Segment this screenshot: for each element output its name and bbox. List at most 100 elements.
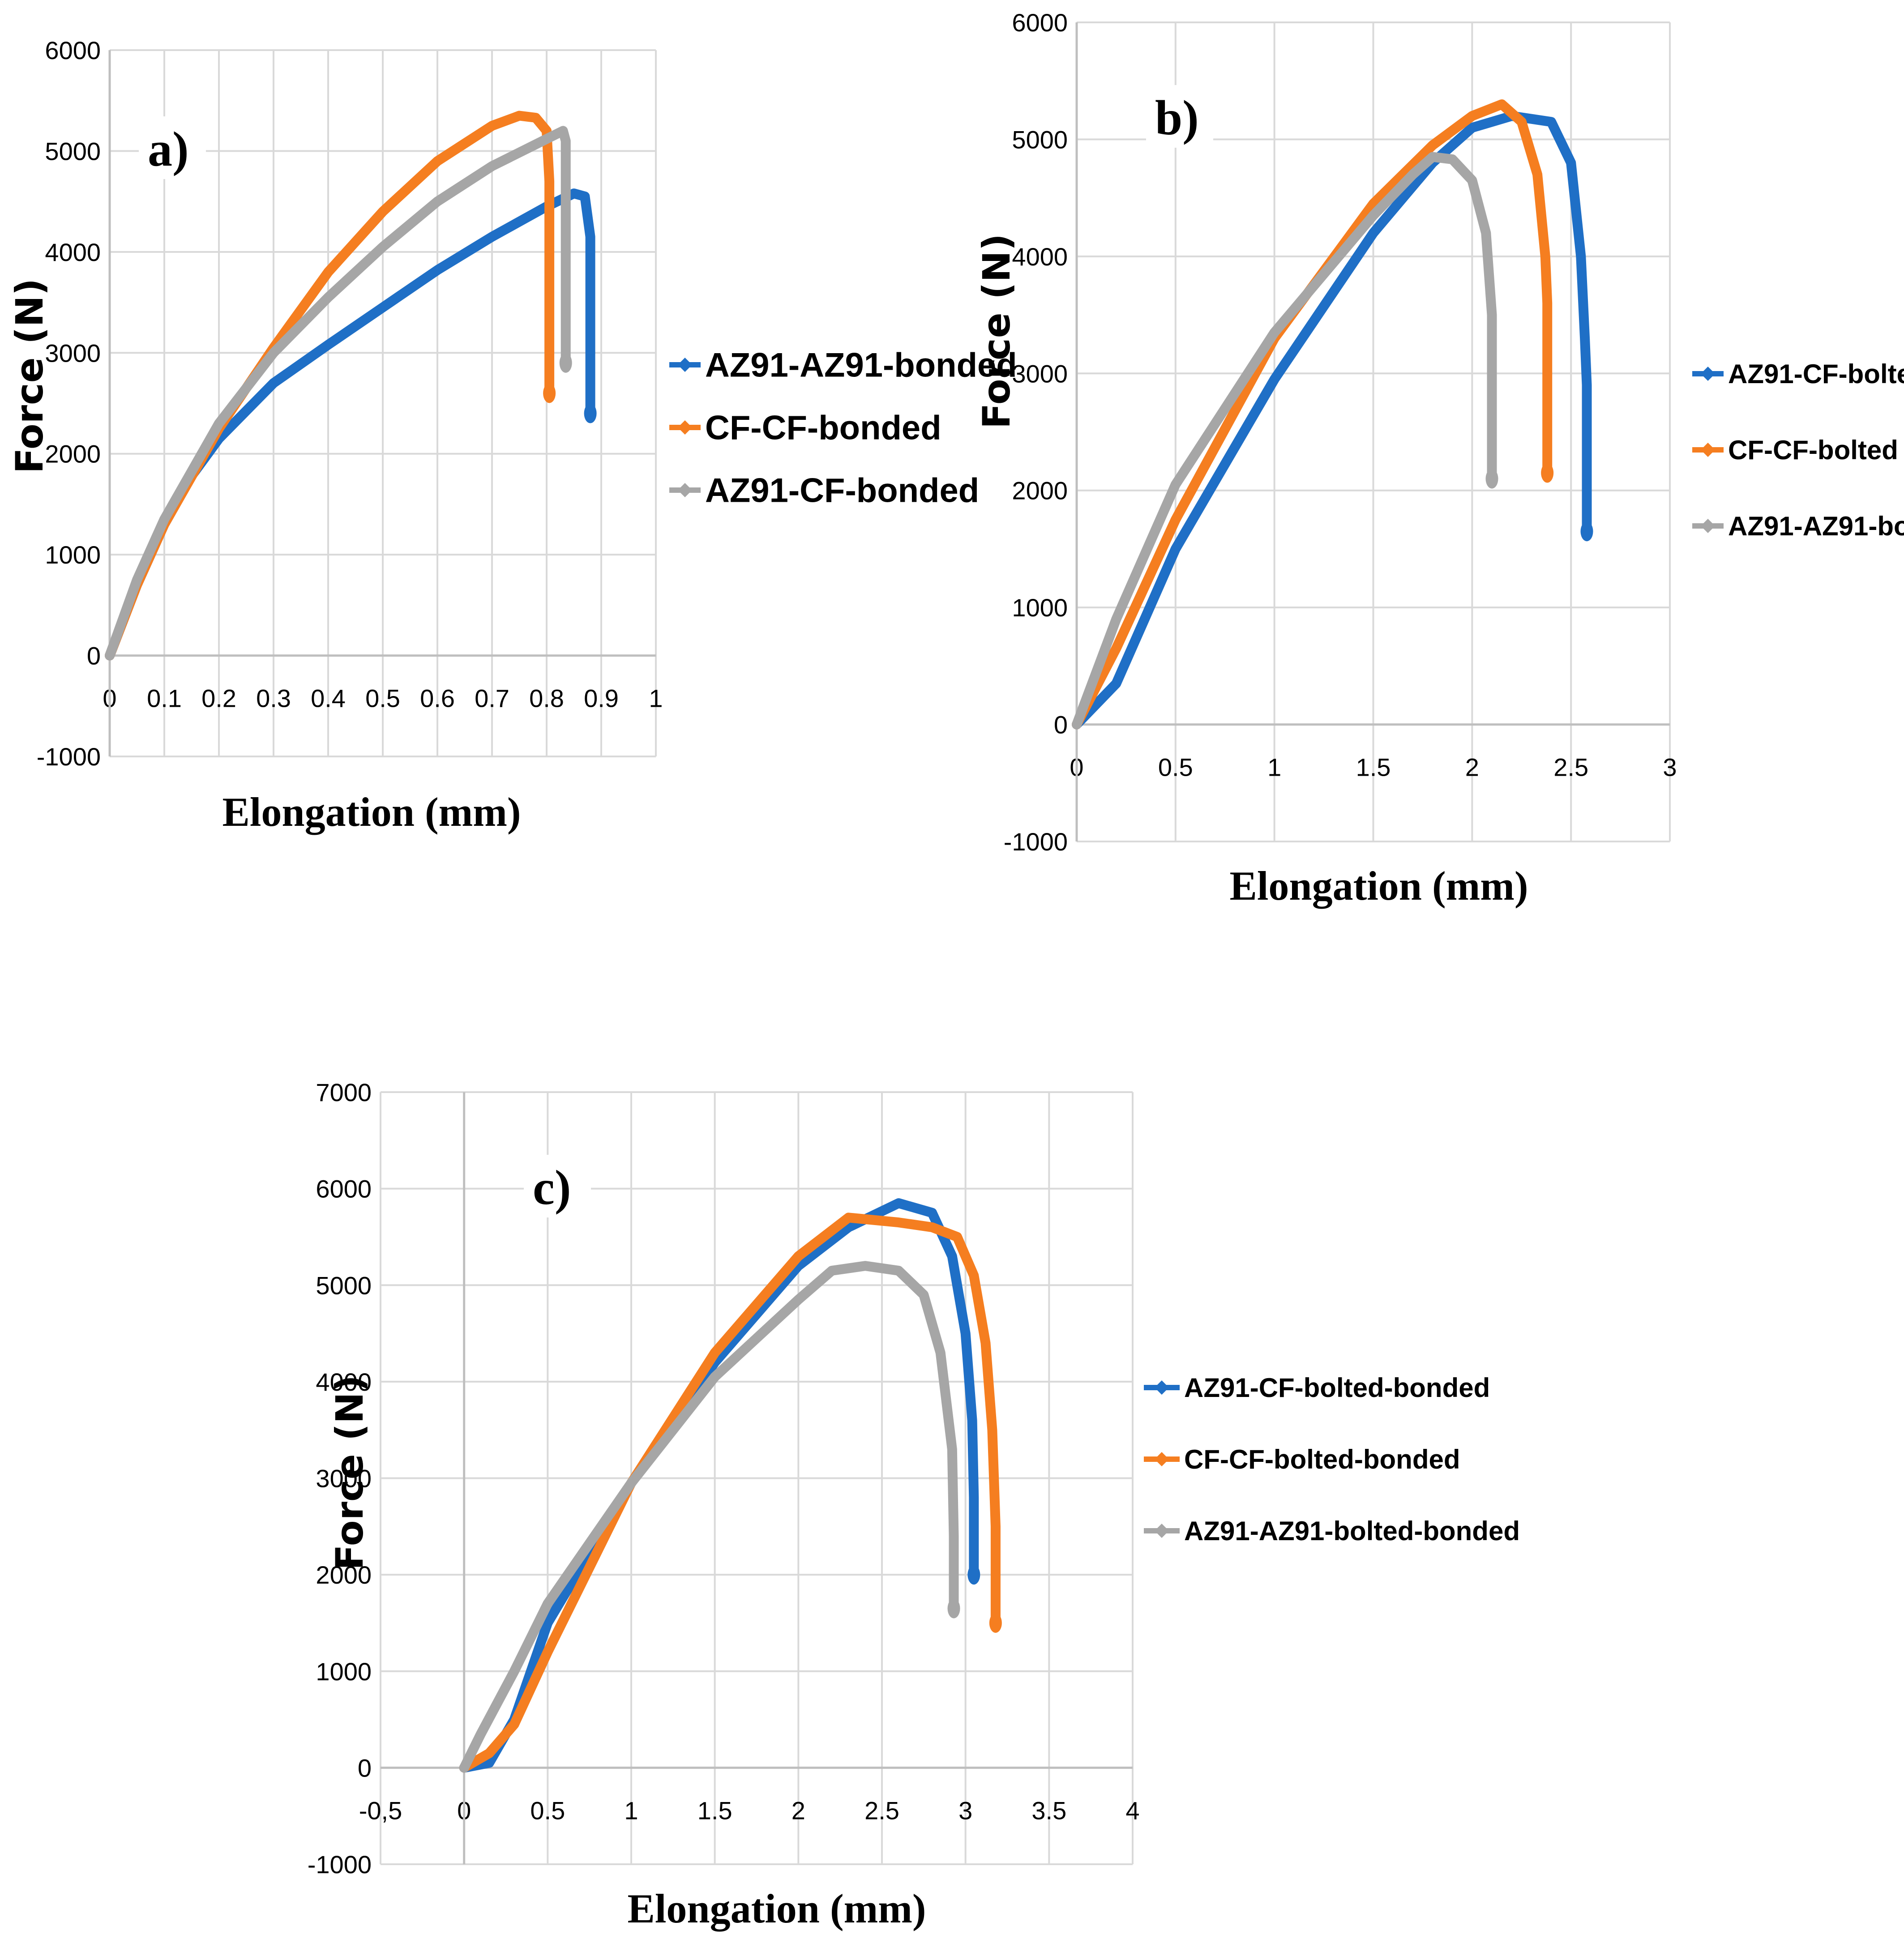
panel-label-bg	[139, 116, 206, 179]
series-line-AZ91-CF-bolted-bonded	[459, 1198, 979, 1773]
y-tick-label: 6000	[45, 36, 101, 64]
legend-marker	[678, 358, 692, 372]
x-tick-label: 1.5	[697, 1796, 732, 1824]
x-tick-label: 1	[1267, 753, 1281, 782]
x-axis-title: Elongation (mm)	[1230, 863, 1528, 909]
y-axis-title: Force (N)	[8, 278, 51, 474]
y-tick-label: 7000	[316, 1078, 372, 1106]
legend-marker	[1155, 1452, 1169, 1466]
series-line-AZ91-CF-bolted	[1072, 111, 1592, 730]
legend-marker	[1155, 1524, 1169, 1538]
x-tick-label: 1	[624, 1796, 638, 1824]
series-end-marker	[967, 1565, 980, 1585]
y-tick-label: 4000	[1012, 243, 1068, 271]
legend-marker	[1701, 367, 1715, 381]
series-end-marker	[989, 1613, 1002, 1633]
legend-marker	[1701, 443, 1715, 457]
y-tick-label: 3000	[45, 339, 101, 367]
legend-label: AZ91-CF-bolted	[1728, 359, 1904, 389]
y-tick-label: 3000	[1012, 359, 1068, 388]
series-end-marker	[1580, 521, 1593, 542]
panel-label: b)	[1155, 90, 1199, 145]
legend-label: CF-CF-bolted	[1728, 435, 1898, 465]
panel-label: a)	[148, 122, 189, 176]
x-tick-label: 0.5	[530, 1796, 565, 1824]
y-tick-label: 0	[358, 1754, 372, 1782]
x-tick-label: 2.5	[1553, 753, 1588, 782]
x-axis-title: Elongation (mm)	[628, 1886, 926, 1931]
y-tick-label: 2000	[1012, 477, 1068, 505]
x-tick-label: 0.3	[256, 684, 291, 713]
y-tick-label: -1000	[37, 743, 101, 771]
y-tick-label: 5000	[45, 137, 101, 165]
legend-label: CF-CF-bolted-bonded	[1184, 1444, 1460, 1474]
legend-label: AZ91-AZ91-bolted	[1728, 511, 1904, 541]
series-end-marker	[543, 383, 556, 403]
series-line-AZ91-CF-bonded	[105, 126, 571, 661]
y-tick-label: 1000	[1012, 594, 1068, 622]
y-axis-title: Force (N)	[975, 234, 1018, 429]
legend-label: AZ91-AZ91-bonded	[705, 346, 1017, 384]
y-tick-label: 4000	[316, 1368, 372, 1396]
x-tick-label: 2	[792, 1796, 805, 1824]
y-tick-label: 6000	[1012, 9, 1068, 37]
chart-a: 00.10.20.30.40.50.60.70.80.91-1000010002…	[8, 36, 1017, 835]
y-tick-label: 1000	[45, 541, 101, 569]
x-tick-label: 4	[1125, 1796, 1139, 1824]
x-tick-label: -0,5	[359, 1796, 402, 1824]
y-tick-label: -1000	[308, 1850, 372, 1879]
y-tick-label: -1000	[1004, 828, 1068, 856]
x-tick-label: 0.6	[420, 684, 455, 713]
x-tick-label: 1.5	[1356, 753, 1391, 782]
y-tick-label: 1000	[316, 1657, 372, 1686]
y-tick-label: 3000	[316, 1465, 372, 1493]
legend-label: AZ91-AZ91-bolted-bonded	[1184, 1516, 1520, 1546]
x-tick-label: 0.5	[1158, 753, 1193, 782]
y-tick-label: 2000	[316, 1561, 372, 1589]
x-tick-label: 0.1	[147, 684, 182, 713]
series-end-marker	[559, 353, 572, 373]
x-tick-label: 1	[649, 684, 663, 713]
legend-label: CF-CF-bonded	[705, 409, 941, 447]
series-line-CF-CF-bolted	[1072, 99, 1553, 730]
series-end-marker	[947, 1598, 960, 1619]
x-tick-label: 2.5	[864, 1796, 899, 1824]
chart-c: -0,500.511.522.533.54-100001000200030004…	[308, 1078, 1520, 1931]
series-line-AZ91-AZ91-bolted	[1072, 152, 1497, 730]
y-tick-label: 2000	[45, 440, 101, 468]
panel-label: c)	[533, 1160, 571, 1215]
x-axis-title: Elongation (mm)	[222, 789, 521, 835]
x-tick-label: 3	[1663, 753, 1677, 782]
chart-b: 00.511.522.53-10000100020003000400050006…	[975, 9, 1904, 909]
series-line-AZ91-AZ91-bonded	[105, 188, 595, 661]
panel-label-bg	[524, 1155, 591, 1217]
y-tick-label: 0	[1054, 711, 1068, 739]
legend-label: AZ91-CF-bolted-bonded	[1184, 1373, 1490, 1403]
x-tick-label: 3.5	[1031, 1796, 1066, 1824]
legend-marker	[678, 483, 692, 497]
legend-marker	[1155, 1380, 1169, 1395]
x-tick-label: 2	[1465, 753, 1479, 782]
panel-label-bg	[1146, 85, 1213, 148]
series-end-marker	[1541, 463, 1554, 483]
series-end-marker	[1485, 469, 1498, 489]
y-axis-title: Force (N)	[328, 1375, 372, 1570]
y-tick-label: 6000	[316, 1175, 372, 1203]
y-tick-label: 0	[87, 642, 101, 670]
x-tick-label: 0.8	[529, 684, 564, 713]
y-tick-label: 5000	[1012, 125, 1068, 154]
y-tick-label: 5000	[316, 1271, 372, 1299]
x-tick-label: 0.4	[311, 684, 346, 713]
x-tick-label: 0.7	[475, 684, 509, 713]
x-tick-label: 0.9	[584, 684, 619, 713]
legend-marker	[1701, 519, 1715, 533]
series-line-AZ91-AZ91-bolted-bonded	[459, 1261, 959, 1773]
legend-marker	[678, 420, 692, 435]
x-tick-label: 3	[958, 1796, 972, 1824]
series-line-CF-CF-bolted-bonded	[459, 1213, 1001, 1773]
series-end-marker	[584, 403, 597, 423]
y-tick-label: 4000	[45, 238, 101, 266]
x-tick-label: 0.5	[365, 684, 400, 713]
x-tick-label: 0.2	[201, 684, 236, 713]
